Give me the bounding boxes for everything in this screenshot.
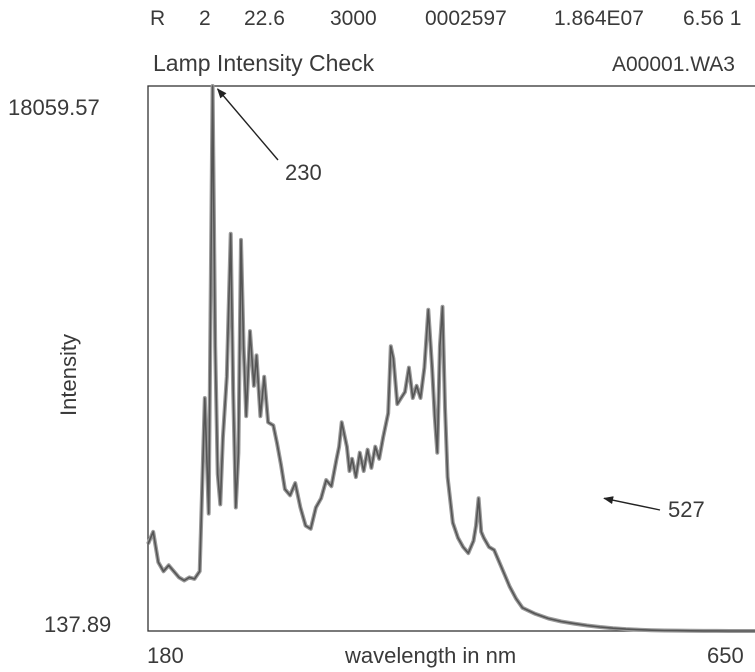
chart-title: Lamp Intensity Check: [153, 50, 375, 76]
status-field: 6.56 1: [683, 7, 742, 30]
series-line: [147, 85, 755, 632]
status-field: 2: [199, 7, 211, 30]
annotation-arrow: [216, 88, 279, 161]
plot-frame: [147, 85, 755, 632]
annotation-label: 230: [285, 160, 322, 185]
x-min-tick-label: 180: [147, 643, 184, 668]
status-field: R: [150, 7, 166, 30]
status-field: 1.864E07: [554, 7, 644, 30]
file-name: A00001.WA3: [612, 53, 735, 76]
status-field: 0002597: [425, 7, 507, 30]
annotation-label: 527: [668, 497, 705, 522]
y-max-tick-label: 18059.57: [8, 95, 100, 120]
y-min-tick-label: 137.89: [44, 612, 112, 637]
status-field: 3000: [330, 7, 377, 30]
annotation-arrow: [603, 496, 661, 511]
x-max-tick-label: 650: [707, 643, 744, 668]
x-axis-label: wavelength in nm: [345, 643, 517, 668]
status-field: 22.6: [244, 7, 285, 30]
